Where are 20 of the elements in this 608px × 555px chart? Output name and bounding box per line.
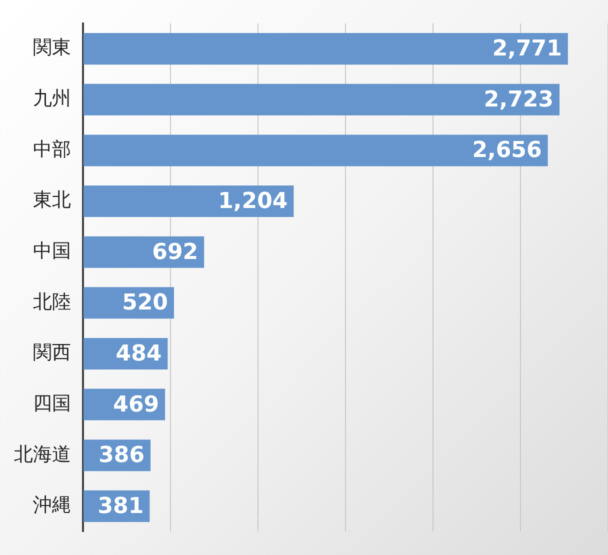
data-label: 381 bbox=[98, 494, 144, 519]
data-label: 1,204 bbox=[218, 188, 288, 214]
y-tick-label: 北陸 bbox=[33, 290, 71, 313]
y-tick-label: 東北 bbox=[33, 189, 71, 212]
y-tick-label: 関西 bbox=[33, 342, 71, 364]
data-label: 2,723 bbox=[484, 87, 554, 112]
y-tick-label: 中国 bbox=[33, 240, 71, 262]
y-tick-label: 中部 bbox=[33, 138, 71, 160]
y-tick-label: 北海道 bbox=[14, 443, 71, 466]
data-label: 692 bbox=[152, 240, 198, 265]
data-label: 2,771 bbox=[492, 36, 562, 62]
data-label: 520 bbox=[122, 290, 168, 316]
y-tick-label: 関東 bbox=[33, 36, 71, 59]
y-tick-label: 四国 bbox=[33, 392, 71, 414]
y-tick-label: 沖縄 bbox=[33, 494, 71, 516]
data-label: 386 bbox=[98, 443, 145, 468]
data-label: 2,656 bbox=[472, 138, 542, 164]
data-label: 484 bbox=[116, 341, 162, 366]
data-label: 469 bbox=[113, 392, 160, 418]
y-tick-label: 九州 bbox=[33, 88, 71, 110]
